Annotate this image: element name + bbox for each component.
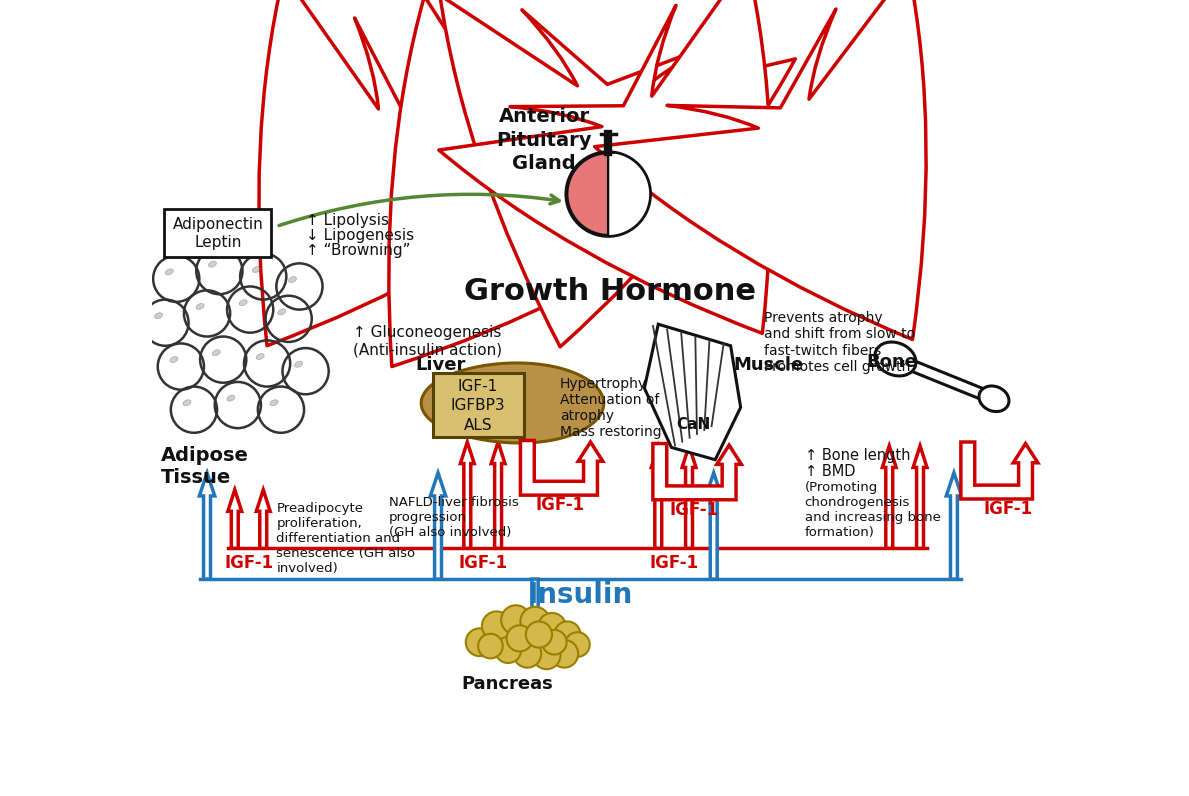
FancyBboxPatch shape (433, 373, 523, 437)
Ellipse shape (227, 395, 235, 401)
Text: CaN: CaN (677, 417, 711, 432)
Ellipse shape (278, 309, 285, 315)
Text: ↑ Lipolysis: ↑ Lipolysis (306, 213, 389, 228)
Text: Preadipocyte
proliferation,
differentiation and
senescence (GH also
involved): Preadipocyte proliferation, differentiat… (276, 502, 415, 575)
Circle shape (478, 634, 503, 658)
Text: IGF-1: IGF-1 (535, 496, 584, 514)
Ellipse shape (155, 313, 163, 318)
Polygon shape (653, 443, 742, 500)
Text: ↑ “Browning”: ↑ “Browning” (306, 244, 410, 259)
Text: Hypertrophy
Attenuation of
atrophy
Mass restoring: Hypertrophy Attenuation of atrophy Mass … (560, 377, 661, 439)
Polygon shape (913, 446, 927, 548)
Ellipse shape (183, 400, 191, 406)
Text: ↑ Gluconeogenesis
(Anti-insulin action): ↑ Gluconeogenesis (Anti-insulin action) (353, 325, 503, 357)
Circle shape (533, 642, 560, 669)
Polygon shape (644, 324, 741, 460)
Circle shape (542, 630, 567, 654)
Polygon shape (257, 490, 270, 548)
Polygon shape (421, 363, 604, 443)
Circle shape (539, 613, 566, 641)
Polygon shape (228, 490, 241, 548)
Ellipse shape (252, 267, 260, 272)
Text: IGF-1: IGF-1 (224, 555, 273, 572)
Text: (Promoting
chondrogenesis
and increasing bone
formation): (Promoting chondrogenesis and increasing… (805, 481, 940, 539)
Circle shape (566, 152, 650, 236)
Wedge shape (567, 154, 609, 235)
Ellipse shape (239, 299, 247, 306)
Text: Pancreas: Pancreas (461, 674, 553, 693)
Ellipse shape (979, 386, 1009, 412)
Polygon shape (491, 442, 505, 548)
Ellipse shape (295, 361, 303, 367)
Circle shape (482, 611, 511, 641)
Text: IGF-1: IGF-1 (669, 501, 719, 518)
Circle shape (507, 626, 533, 651)
Circle shape (521, 607, 549, 636)
Text: Adiponectin
Leptin: Adiponectin Leptin (172, 217, 263, 250)
Polygon shape (200, 473, 215, 579)
Ellipse shape (213, 349, 220, 356)
Text: Bone: Bone (866, 353, 917, 372)
Polygon shape (460, 442, 474, 548)
Polygon shape (430, 473, 446, 579)
Polygon shape (521, 440, 603, 495)
Circle shape (502, 605, 530, 634)
Polygon shape (946, 473, 962, 579)
Ellipse shape (165, 269, 174, 275)
Circle shape (551, 640, 578, 668)
Text: IGF-1
IGFBP3
ALS: IGF-1 IGFBP3 ALS (451, 379, 505, 433)
Polygon shape (706, 473, 722, 579)
Text: Prevents atrophy
and shift from slow to
fast-twitch fibers
Promotes cell growth: Prevents atrophy and shift from slow to … (763, 311, 914, 373)
Ellipse shape (270, 400, 278, 406)
Polygon shape (893, 354, 996, 404)
Ellipse shape (256, 353, 264, 360)
Text: Insulin: Insulin (528, 581, 633, 610)
Polygon shape (961, 442, 1038, 499)
Text: ↑ Bone length: ↑ Bone length (805, 448, 910, 463)
Polygon shape (882, 446, 897, 548)
FancyBboxPatch shape (164, 209, 271, 257)
Ellipse shape (196, 303, 205, 310)
Polygon shape (528, 579, 542, 642)
Text: Anterior
Pituitary
Gland: Anterior Pituitary Gland (497, 107, 592, 173)
Circle shape (514, 640, 541, 668)
Circle shape (466, 628, 493, 656)
Ellipse shape (289, 276, 296, 283)
Text: IGF-1: IGF-1 (458, 555, 508, 572)
Polygon shape (652, 446, 665, 548)
Text: Growth Hormone: Growth Hormone (464, 277, 756, 306)
Text: Muscle: Muscle (732, 356, 804, 374)
Ellipse shape (875, 342, 916, 376)
Circle shape (495, 637, 521, 663)
Text: IGF-1: IGF-1 (983, 500, 1032, 517)
Polygon shape (682, 446, 696, 548)
Text: ↑ BMD: ↑ BMD (805, 463, 855, 478)
Circle shape (565, 632, 590, 657)
Text: Adipose
Tissue: Adipose Tissue (161, 446, 249, 487)
Text: Liver: Liver (415, 356, 465, 374)
Text: NAFLD-liver fibrosis
progression
(GH also involved): NAFLD-liver fibrosis progression (GH als… (389, 496, 518, 539)
Text: IGF-1: IGF-1 (649, 555, 698, 572)
Circle shape (526, 622, 552, 648)
Circle shape (554, 622, 580, 648)
Ellipse shape (208, 261, 216, 267)
Ellipse shape (170, 357, 178, 363)
Text: ↓ Lipogenesis: ↓ Lipogenesis (306, 228, 414, 243)
